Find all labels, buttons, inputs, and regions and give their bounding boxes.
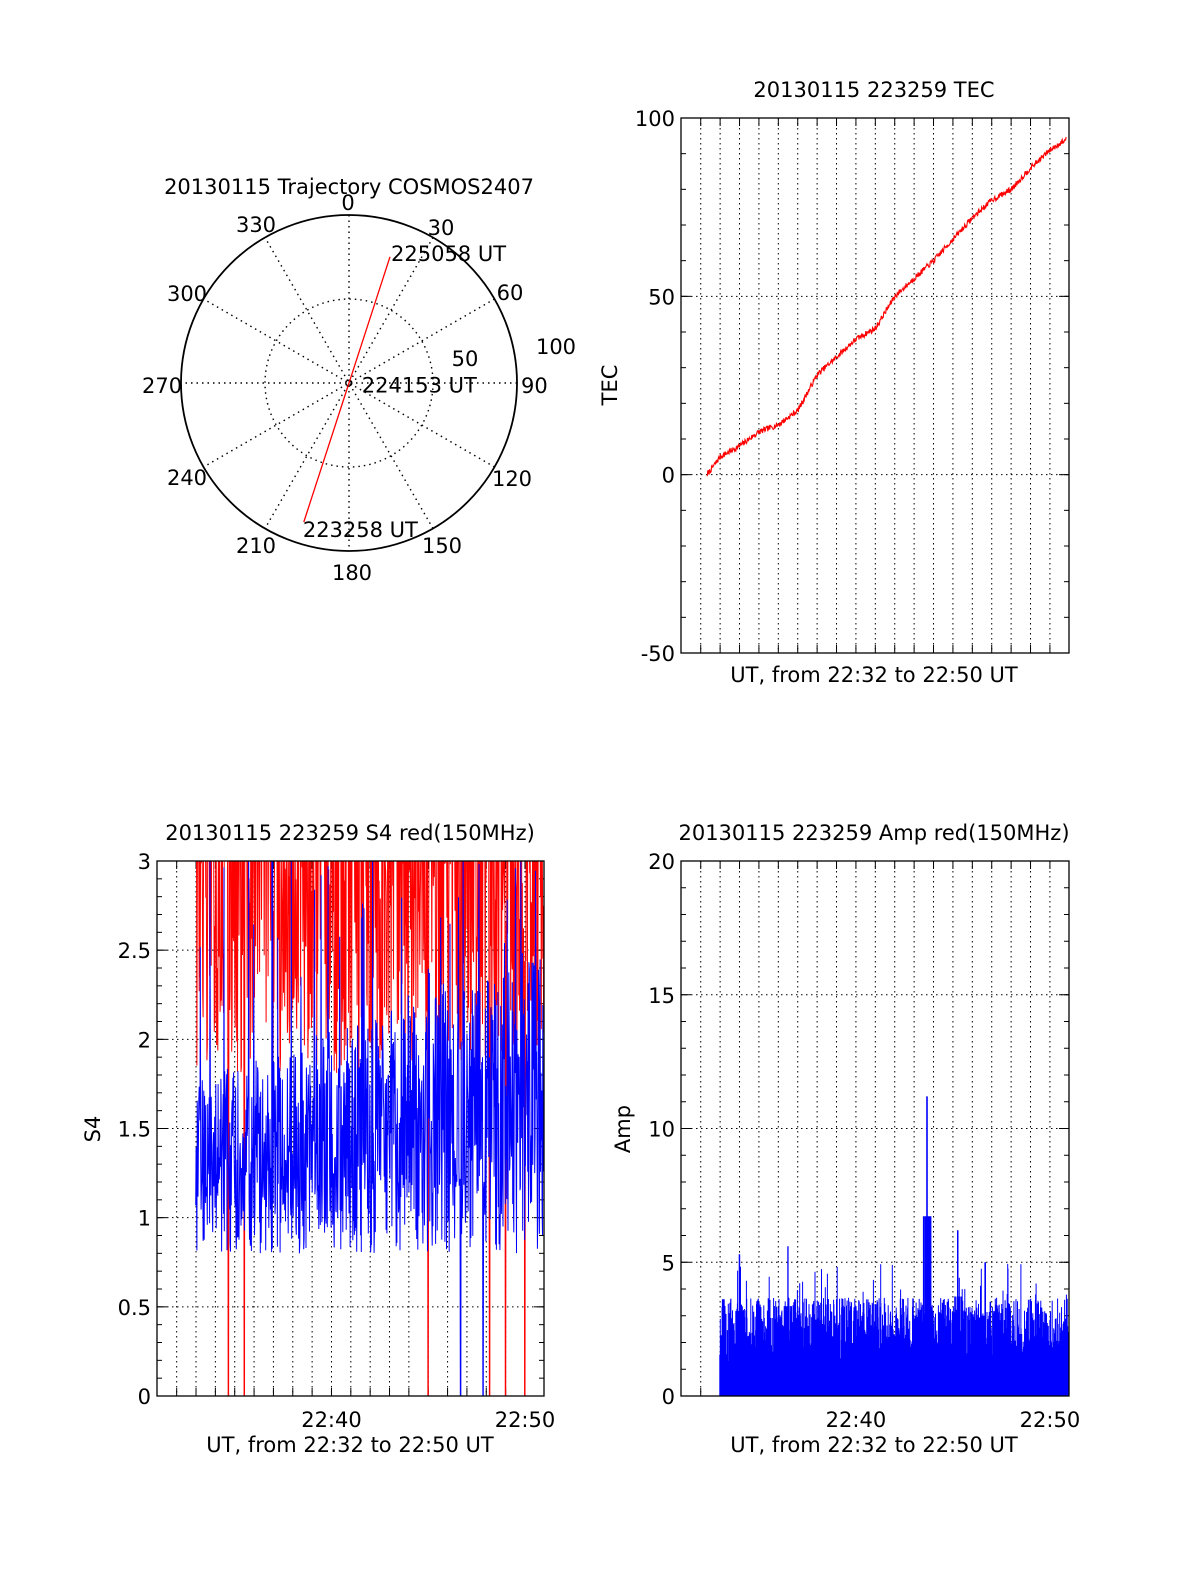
tec-ytick-label: 50 [648,285,675,309]
polar-annotations: 225058 UT 224153 UT 223258 UT [303,242,506,542]
amp-ylabel: Amp [611,1105,635,1153]
polar-annotation: 225058 UT [391,242,506,266]
polar-angle-label: 90 [521,374,548,398]
polar-annotation: 224153 UT [362,373,477,397]
amp-ytick-label: 10 [648,1118,675,1142]
polar-angle-label: 180 [332,561,372,585]
amp-ytick-label: 5 [662,1251,675,1275]
s4-ytick-label: 1.5 [118,1118,151,1142]
polar-angle-label: 240 [167,466,207,490]
polar-angle-labels: 0 30 60 90 120 150 180 210 240 270 300 330 [142,191,548,585]
tec-gridlines: -50 0 50 100 [635,107,1069,666]
tec-line [706,136,1067,477]
s4-ytick-label: 1 [138,1207,151,1231]
amp-chart: 20130115 223259 Amp red(150MHz) UT, from… [611,821,1080,1457]
amp-xtick-label: 22:40 [826,1408,887,1432]
tec-series [706,136,1067,477]
polar-radius-labels: 50 100 [452,335,576,371]
polar-radius-label: 100 [536,335,576,359]
polar-spoke [203,298,495,468]
polar-angle-label: 270 [142,374,182,398]
s4-ytick-label: 2 [138,1028,151,1052]
tec-chart: 20130115 223259 TEC UT, from 22:32 to 22… [598,78,1070,687]
s4-ylabel: S4 [81,1116,105,1143]
s4-ytick-label: 0.5 [118,1296,151,1320]
polar-trajectory-chart: 20130115 Trajectory COSMOS2407 0 30 60 90 12… [142,175,576,585]
tec-xlabel: UT, from 22:32 to 22:50 UT [730,663,1018,687]
tec-ytick-label: 100 [635,107,675,131]
polar-spoke [264,237,434,529]
s4-plot-border [156,860,545,1397]
polar-grid [180,214,518,552]
polar-annotation: 223258 UT [303,518,418,542]
amp-plot-border [680,860,1070,1397]
s4-xlabel: UT, from 22:32 to 22:50 UT [206,1433,494,1457]
amp-ytick-label: 20 [648,850,675,874]
amp-xtick-label: 22:50 [1020,1408,1081,1432]
s4-line-red [196,861,544,1396]
polar-spoke [203,298,495,468]
polar-trajectory-line [303,256,391,523]
s4-ytick-label: 2.5 [118,939,151,963]
polar-angle-label: 210 [236,534,276,558]
polar-angle-label: 30 [428,216,455,240]
polar-angle-label: 60 [497,281,524,305]
polar-angle-label: 330 [236,213,276,237]
polar-trajectory-series [303,256,391,523]
polar-angle-label: 300 [167,282,207,306]
polar-radius-label: 50 [452,347,479,371]
polar-angle-label: 120 [492,467,532,491]
amp-title: 20130115 223259 Amp red(150MHz) [678,821,1069,845]
amp-ytick-label: 0 [662,1385,675,1409]
s4-ytick-label: 0 [138,1385,151,1409]
tec-ylabel: TEC [598,365,622,407]
s4-xtick-label: 22:50 [495,1408,556,1432]
amp-xlabel: UT, from 22:32 to 22:50 UT [730,1433,1018,1457]
s4-chart: 20130115 223259 S4 red(150MHz) UT, from … [81,821,555,1457]
tec-ytick-label: -50 [641,642,675,666]
polar-spoke [264,237,434,529]
amp-series [719,1096,1069,1396]
amp-bars [719,1096,1069,1396]
polar-title: 20130115 Trajectory COSMOS2407 [164,175,534,199]
tec-title: 20130115 223259 TEC [753,78,994,102]
polar-angle-label: 150 [422,534,462,558]
s4-line-blue [195,861,544,1396]
s4-title: 20130115 223259 S4 red(150MHz) [165,821,535,845]
s4-series [195,861,544,1396]
tec-plot-border [680,117,1070,654]
amp-ytick-label: 15 [648,984,675,1008]
tec-ytick-label: 0 [662,464,675,488]
polar-angle-label: 0 [341,191,354,215]
s4-ytick-label: 3 [138,850,151,874]
s4-xtick-label: 22:40 [301,1408,362,1432]
